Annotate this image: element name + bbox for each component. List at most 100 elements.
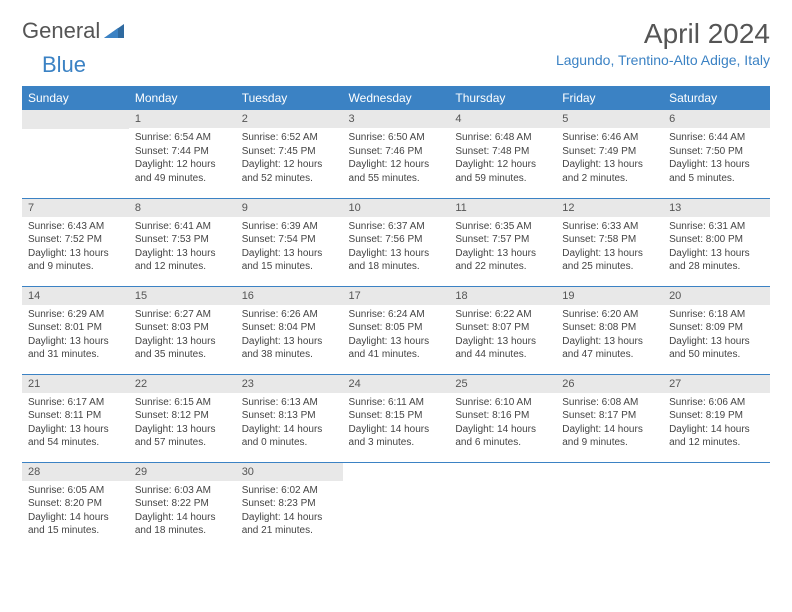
day-number: 16: [236, 287, 343, 305]
day-content: Sunrise: 6:37 AMSunset: 7:56 PMDaylight:…: [343, 217, 450, 280]
calendar-cell: 9Sunrise: 6:39 AMSunset: 7:54 PMDaylight…: [236, 198, 343, 286]
daylight-line1: Daylight: 12 hours: [349, 158, 444, 172]
sunset-text: Sunset: 8:01 PM: [28, 321, 123, 335]
day-number: 22: [129, 375, 236, 393]
sunset-text: Sunset: 8:15 PM: [349, 409, 444, 423]
sunset-text: Sunset: 8:08 PM: [562, 321, 657, 335]
sunset-text: Sunset: 7:46 PM: [349, 145, 444, 159]
day-content: Sunrise: 6:10 AMSunset: 8:16 PMDaylight:…: [449, 393, 556, 456]
empty-day-top: [22, 110, 129, 129]
day-content: Sunrise: 6:41 AMSunset: 7:53 PMDaylight:…: [129, 217, 236, 280]
calendar-cell: 3Sunrise: 6:50 AMSunset: 7:46 PMDaylight…: [343, 110, 450, 198]
daylight-line1: Daylight: 13 hours: [669, 247, 764, 261]
day-content: Sunrise: 6:13 AMSunset: 8:13 PMDaylight:…: [236, 393, 343, 456]
daylight-line2: and 0 minutes.: [242, 436, 337, 450]
calendar-cell: 23Sunrise: 6:13 AMSunset: 8:13 PMDayligh…: [236, 374, 343, 462]
daylight-line2: and 3 minutes.: [349, 436, 444, 450]
daylight-line2: and 44 minutes.: [455, 348, 550, 362]
daylight-line1: Daylight: 12 hours: [455, 158, 550, 172]
sunset-text: Sunset: 7:52 PM: [28, 233, 123, 247]
calendar-cell: 19Sunrise: 6:20 AMSunset: 8:08 PMDayligh…: [556, 286, 663, 374]
sunrise-text: Sunrise: 6:24 AM: [349, 308, 444, 322]
sunrise-text: Sunrise: 6:22 AM: [455, 308, 550, 322]
calendar-cell: 20Sunrise: 6:18 AMSunset: 8:09 PMDayligh…: [663, 286, 770, 374]
calendar-cell: [22, 110, 129, 198]
day-number: 19: [556, 287, 663, 305]
calendar-cell: 6Sunrise: 6:44 AMSunset: 7:50 PMDaylight…: [663, 110, 770, 198]
calendar-cell: [556, 462, 663, 550]
calendar-cell: 8Sunrise: 6:41 AMSunset: 7:53 PMDaylight…: [129, 198, 236, 286]
daylight-line1: Daylight: 13 hours: [242, 247, 337, 261]
day-number: 18: [449, 287, 556, 305]
daylight-line2: and 52 minutes.: [242, 172, 337, 186]
logo-word2: Blue: [42, 52, 86, 78]
calendar-cell: 24Sunrise: 6:11 AMSunset: 8:15 PMDayligh…: [343, 374, 450, 462]
daylight-line1: Daylight: 13 hours: [135, 335, 230, 349]
day-number: 12: [556, 199, 663, 217]
day-number: 21: [22, 375, 129, 393]
day-content: Sunrise: 6:02 AMSunset: 8:23 PMDaylight:…: [236, 481, 343, 544]
calendar-cell: 26Sunrise: 6:08 AMSunset: 8:17 PMDayligh…: [556, 374, 663, 462]
daylight-line1: Daylight: 13 hours: [242, 335, 337, 349]
logo-word1: General: [22, 18, 100, 44]
day-content: Sunrise: 6:22 AMSunset: 8:07 PMDaylight:…: [449, 305, 556, 368]
calendar-cell: 22Sunrise: 6:15 AMSunset: 8:12 PMDayligh…: [129, 374, 236, 462]
day-content: Sunrise: 6:52 AMSunset: 7:45 PMDaylight:…: [236, 128, 343, 191]
day-number: 8: [129, 199, 236, 217]
sunrise-text: Sunrise: 6:05 AM: [28, 484, 123, 498]
day-content: Sunrise: 6:20 AMSunset: 8:08 PMDaylight:…: [556, 305, 663, 368]
sunset-text: Sunset: 8:00 PM: [669, 233, 764, 247]
sunrise-text: Sunrise: 6:06 AM: [669, 396, 764, 410]
sunset-text: Sunset: 7:45 PM: [242, 145, 337, 159]
daylight-line1: Daylight: 13 hours: [455, 335, 550, 349]
daylight-line2: and 28 minutes.: [669, 260, 764, 274]
day-content: Sunrise: 6:15 AMSunset: 8:12 PMDaylight:…: [129, 393, 236, 456]
daylight-line2: and 35 minutes.: [135, 348, 230, 362]
sunrise-text: Sunrise: 6:35 AM: [455, 220, 550, 234]
sunrise-text: Sunrise: 6:37 AM: [349, 220, 444, 234]
day-content: Sunrise: 6:50 AMSunset: 7:46 PMDaylight:…: [343, 128, 450, 191]
daylight-line2: and 6 minutes.: [455, 436, 550, 450]
daylight-line1: Daylight: 13 hours: [349, 247, 444, 261]
day-number: 5: [556, 110, 663, 128]
calendar-week-row: 1Sunrise: 6:54 AMSunset: 7:44 PMDaylight…: [22, 110, 770, 198]
daylight-line1: Daylight: 14 hours: [28, 511, 123, 525]
day-content: Sunrise: 6:44 AMSunset: 7:50 PMDaylight:…: [663, 128, 770, 191]
day-content: Sunrise: 6:06 AMSunset: 8:19 PMDaylight:…: [663, 393, 770, 456]
daylight-line1: Daylight: 13 hours: [28, 423, 123, 437]
sunrise-text: Sunrise: 6:39 AM: [242, 220, 337, 234]
daylight-line2: and 41 minutes.: [349, 348, 444, 362]
daylight-line1: Daylight: 13 hours: [562, 335, 657, 349]
daylight-line2: and 50 minutes.: [669, 348, 764, 362]
daylight-line2: and 57 minutes.: [135, 436, 230, 450]
calendar-cell: [663, 462, 770, 550]
sunrise-text: Sunrise: 6:46 AM: [562, 131, 657, 145]
sunset-text: Sunset: 8:13 PM: [242, 409, 337, 423]
day-content: Sunrise: 6:31 AMSunset: 8:00 PMDaylight:…: [663, 217, 770, 280]
daylight-line1: Daylight: 14 hours: [242, 511, 337, 525]
sunrise-text: Sunrise: 6:44 AM: [669, 131, 764, 145]
calendar-cell: 11Sunrise: 6:35 AMSunset: 7:57 PMDayligh…: [449, 198, 556, 286]
calendar-cell: 7Sunrise: 6:43 AMSunset: 7:52 PMDaylight…: [22, 198, 129, 286]
day-number: 11: [449, 199, 556, 217]
calendar-cell: 16Sunrise: 6:26 AMSunset: 8:04 PMDayligh…: [236, 286, 343, 374]
sunset-text: Sunset: 7:44 PM: [135, 145, 230, 159]
sunrise-text: Sunrise: 6:15 AM: [135, 396, 230, 410]
day-content: Sunrise: 6:33 AMSunset: 7:58 PMDaylight:…: [556, 217, 663, 280]
sunrise-text: Sunrise: 6:43 AM: [28, 220, 123, 234]
sunrise-text: Sunrise: 6:41 AM: [135, 220, 230, 234]
sunset-text: Sunset: 7:54 PM: [242, 233, 337, 247]
day-number: 3: [343, 110, 450, 128]
daylight-line1: Daylight: 13 hours: [669, 158, 764, 172]
sunset-text: Sunset: 8:03 PM: [135, 321, 230, 335]
daylight-line1: Daylight: 14 hours: [349, 423, 444, 437]
sunrise-text: Sunrise: 6:52 AM: [242, 131, 337, 145]
calendar-cell: 29Sunrise: 6:03 AMSunset: 8:22 PMDayligh…: [129, 462, 236, 550]
daylight-line1: Daylight: 13 hours: [28, 247, 123, 261]
sunset-text: Sunset: 8:09 PM: [669, 321, 764, 335]
sunrise-text: Sunrise: 6:27 AM: [135, 308, 230, 322]
sunrise-text: Sunrise: 6:54 AM: [135, 131, 230, 145]
day-number: 17: [343, 287, 450, 305]
calendar-cell: 2Sunrise: 6:52 AMSunset: 7:45 PMDaylight…: [236, 110, 343, 198]
title-block: April 2024 Lagundo, Trentino-Alto Adige,…: [556, 18, 770, 68]
